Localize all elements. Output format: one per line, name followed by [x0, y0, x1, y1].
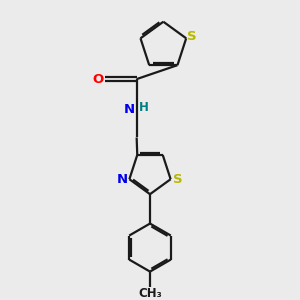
- Text: N: N: [124, 103, 135, 116]
- Text: CH₃: CH₃: [138, 287, 162, 300]
- Text: O: O: [92, 73, 103, 85]
- Text: H: H: [139, 101, 149, 114]
- Text: S: S: [173, 173, 183, 186]
- Text: N: N: [116, 173, 128, 186]
- Text: S: S: [188, 30, 197, 43]
